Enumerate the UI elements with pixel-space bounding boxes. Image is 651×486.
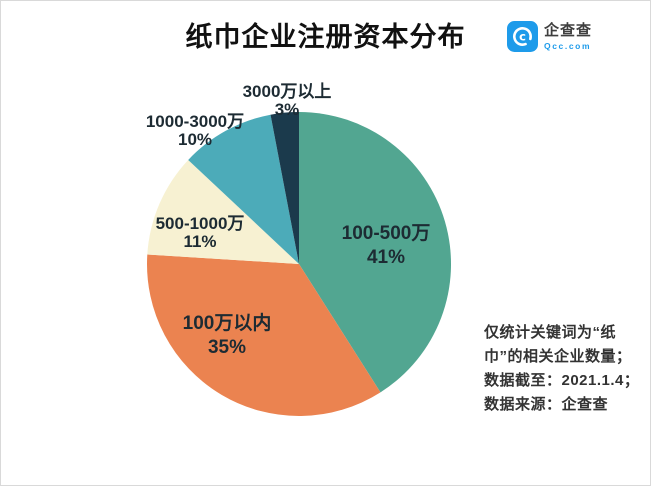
pie-slice-under-100w	[147, 254, 381, 417]
pie-label-pct: 41%	[366, 247, 406, 268]
pie-label-1000-3000w: 1000-3000万 10%	[146, 113, 244, 149]
footnote-line: 巾”的相关企业数量；	[484, 348, 632, 365]
pie-label-text: 500-1000万	[155, 214, 245, 233]
footnote-line: 数据来源：企查查	[484, 396, 609, 413]
svg-text:c: c	[519, 30, 526, 44]
pie-slice-over-3000w	[270, 112, 299, 264]
pie-label-500-1000w: 500-1000万 11%	[156, 215, 245, 251]
pie-label-text: 100万以内	[182, 313, 272, 334]
pie-label-pct: 3%	[274, 100, 300, 119]
pie-label-pct: 11%	[183, 232, 217, 251]
qcc-logo: c 企查查 Qcc.com	[507, 21, 592, 52]
footnote-line: 数据截至：2021.1.4；	[484, 372, 640, 389]
pie-label-text: 1000-3000万	[145, 112, 245, 131]
pie-slice-1000-3000w	[188, 114, 299, 264]
pie-label-pct: 10%	[177, 130, 213, 149]
footnote: 仅统计关键词为“纸 巾”的相关企业数量； 数据截至：2021.1.4； 数据来源…	[484, 321, 646, 417]
footnote-line: 仅统计关键词为“纸	[484, 324, 617, 341]
qcc-logo-name: 企查查	[544, 22, 593, 39]
pie-label-text: 3000万以上	[242, 82, 332, 101]
pie-slice-500-1000w	[147, 159, 299, 264]
pie-label-100-500w: 100-500万 41%	[342, 222, 431, 270]
qcc-logo-domain: Qcc.com	[544, 41, 592, 51]
pie-label-under-100w: 100万以内 35%	[183, 312, 272, 360]
page-title: 纸巾企业注册资本分布	[185, 22, 466, 52]
pie-label-pct: 35%	[207, 337, 247, 358]
pie-label-over-3000w: 3000万以上 3%	[243, 83, 332, 119]
qcc-logo-icon: c	[507, 21, 538, 52]
qcc-logo-text: 企查查 Qcc.com	[544, 21, 593, 52]
pie-slice-100-500w	[299, 112, 452, 393]
pie-label-text: 100-500万	[341, 223, 431, 244]
